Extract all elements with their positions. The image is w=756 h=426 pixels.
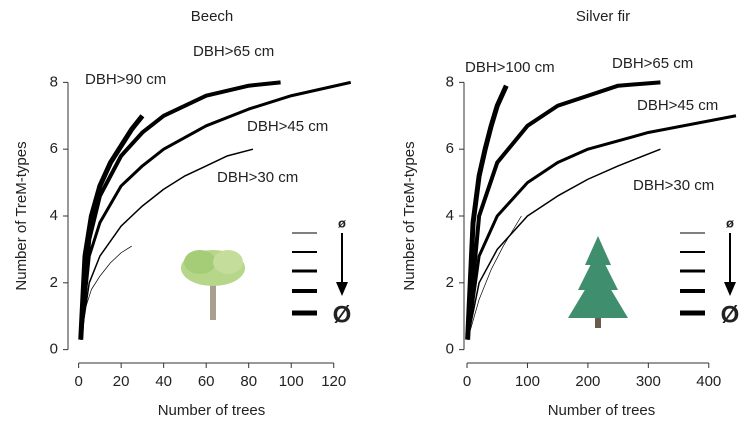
x-tick-label: 80 bbox=[240, 373, 257, 390]
series-label: DBH>90 cm bbox=[85, 71, 166, 88]
x-tick-label: 100 bbox=[515, 373, 540, 390]
y-tick-label: 4 bbox=[50, 207, 58, 224]
legend-label: ø bbox=[338, 215, 346, 230]
y-tick-label: 6 bbox=[50, 140, 58, 157]
x-tick-label: 0 bbox=[463, 373, 471, 390]
series-label: DBH>30 cm bbox=[633, 177, 714, 194]
chart-title: Silver fir bbox=[576, 8, 630, 25]
x-tick-label: 40 bbox=[155, 373, 172, 390]
x-axis-label: Number of trees bbox=[548, 402, 656, 419]
chart-title: Beech bbox=[191, 8, 234, 25]
thickness-legend bbox=[292, 233, 736, 313]
x-tick-label: 0 bbox=[74, 373, 82, 390]
series-label: DBH>30 cm bbox=[217, 169, 298, 186]
x-tick-label: 100 bbox=[279, 373, 304, 390]
x-tick-label: 200 bbox=[575, 373, 600, 390]
series-label: DBH>65 cm bbox=[612, 55, 693, 72]
y-axis-label: Number of TreM-types bbox=[13, 141, 30, 290]
x-tick-label: 400 bbox=[696, 373, 721, 390]
series-label: DBH>45 cm bbox=[637, 97, 718, 114]
legend-label: ø bbox=[726, 215, 734, 230]
y-tick-label: 2 bbox=[446, 274, 454, 291]
fir-icon bbox=[568, 236, 628, 328]
legend-label: Ø bbox=[721, 301, 740, 328]
x-tick-label: 60 bbox=[198, 373, 215, 390]
y-tick-label: 6 bbox=[446, 140, 454, 157]
y-tick-label: 0 bbox=[446, 341, 454, 358]
page: {"chart_data": [ {"type": "line", "title… bbox=[0, 0, 756, 426]
x-tick-label: 20 bbox=[113, 373, 130, 390]
series-line bbox=[81, 116, 143, 340]
y-tick-label: 0 bbox=[50, 341, 58, 358]
x-axis-label: Number of trees bbox=[158, 402, 266, 419]
series-line bbox=[468, 82, 661, 339]
y-tick-label: 8 bbox=[446, 73, 454, 90]
series-label: DBH>45 cm bbox=[247, 118, 328, 135]
series-label: DBH>100 cm bbox=[465, 59, 555, 76]
x-tick-label: 120 bbox=[321, 373, 346, 390]
beech-icon bbox=[181, 250, 245, 320]
series-line bbox=[468, 149, 661, 339]
y-tick-label: 2 bbox=[50, 274, 58, 291]
legend-label: Ø bbox=[333, 301, 352, 328]
y-tick-label: 8 bbox=[50, 73, 58, 90]
figure: Beech Number of trees Number of TreM-types… bbox=[0, 0, 756, 426]
series-label: DBH>65 cm bbox=[193, 43, 274, 60]
y-axis-label: Number of TreM-types bbox=[401, 141, 418, 290]
y-tick-label: 4 bbox=[446, 207, 454, 224]
x-tick-label: 300 bbox=[636, 373, 661, 390]
